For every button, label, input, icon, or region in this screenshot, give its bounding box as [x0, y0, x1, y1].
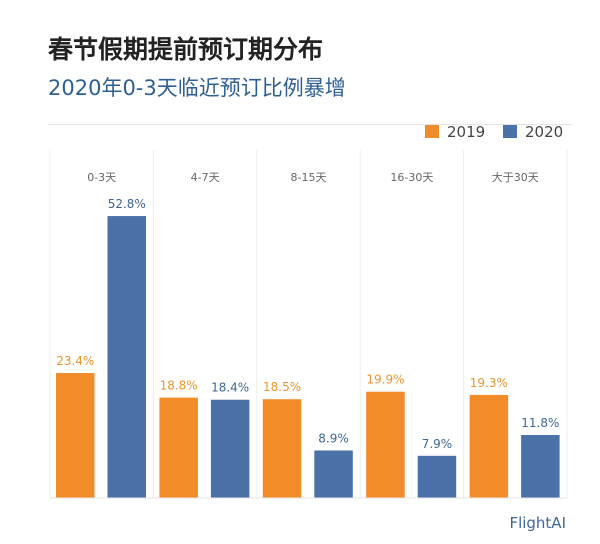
- data-label: 52.8%: [108, 197, 146, 211]
- data-label: 18.8%: [160, 379, 198, 393]
- bar-2020-4: [521, 434, 560, 498]
- bar-2020-3: [417, 455, 457, 498]
- bar-2019-4: [469, 394, 509, 498]
- chart-subtitle: 2020年0-3天临近预订比例暴增: [48, 76, 346, 100]
- chart-title: 春节假期提前预订期分布: [48, 35, 324, 64]
- bar-2020-1: [210, 399, 250, 498]
- bar-2020-2: [314, 450, 353, 498]
- category-label: 16-30天: [390, 171, 433, 184]
- bar-2019-0: [56, 373, 95, 498]
- bar-2019-1: [159, 397, 198, 498]
- data-label: 19.9%: [366, 373, 404, 387]
- category-label: 0-3天: [87, 171, 116, 184]
- divider: [48, 124, 572, 125]
- data-label: 18.4%: [211, 381, 249, 395]
- legend-swatch-2020: [503, 124, 517, 138]
- bar-2019-2: [262, 399, 302, 498]
- data-label: 8.9%: [318, 431, 349, 445]
- data-label: 19.3%: [470, 376, 508, 390]
- legend-label-2019: 2019: [447, 123, 485, 141]
- data-label: 23.4%: [56, 354, 94, 368]
- legend-swatch-2019: [425, 124, 439, 138]
- bar-2020-0: [107, 216, 146, 498]
- data-label: 18.5%: [263, 380, 301, 394]
- category-label: 8-15天: [291, 171, 327, 184]
- data-label: 11.8%: [521, 416, 559, 430]
- data-label: 7.9%: [422, 437, 453, 451]
- legend-label-2020: 2020: [525, 123, 563, 141]
- source-label: FlightAI: [509, 514, 566, 532]
- bar-2019-3: [366, 391, 405, 498]
- category-label: 4-7天: [191, 171, 220, 184]
- category-label: 大于30天: [492, 170, 539, 184]
